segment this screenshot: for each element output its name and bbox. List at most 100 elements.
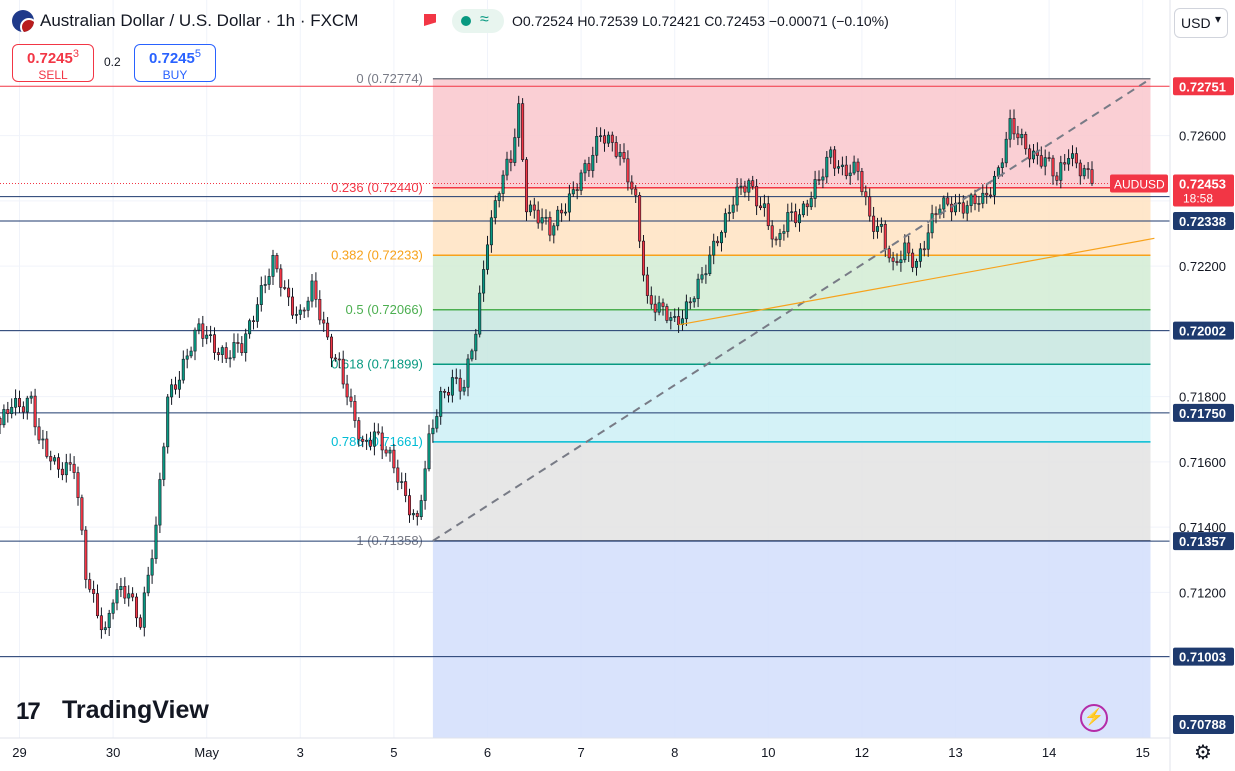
candle-body: [790, 211, 794, 213]
candle-body: [809, 198, 813, 208]
line-price-tag[interactable]: 0.72002: [1179, 324, 1226, 339]
candle-body: [361, 438, 365, 442]
fib-level-label: 1 (0.71358): [356, 533, 423, 548]
candle-body: [567, 193, 571, 213]
time-tick-label: 15: [1135, 745, 1149, 760]
current-price-tag-bg: [1173, 174, 1234, 207]
trend-line[interactable]: [678, 237, 1155, 326]
candle-body: [407, 495, 412, 516]
line-price-tag[interactable]: 0.71750: [1179, 406, 1226, 421]
candle-body: [232, 342, 236, 359]
candle-body: [872, 215, 876, 232]
line-price-tag-bg: [1173, 647, 1234, 666]
candle-body: [922, 248, 926, 251]
candle-body: [743, 185, 747, 193]
candle-body: [353, 401, 357, 421]
candle-body: [411, 513, 415, 516]
candle-body: [719, 232, 724, 244]
candle-body: [415, 513, 419, 518]
candle-body: [833, 149, 837, 169]
approx-icon: ≈: [480, 11, 489, 28]
market-closed-flag-icon[interactable]: [424, 14, 436, 26]
current-price-tag[interactable]: 0.72453: [1179, 177, 1226, 192]
candle-body: [372, 431, 376, 447]
candle-body: [45, 438, 49, 457]
trend-lines[interactable]: [432, 77, 1155, 542]
candle-body: [517, 103, 521, 138]
candle-body: [665, 306, 669, 321]
candle-body: [583, 163, 587, 174]
candle-body: [2, 409, 6, 426]
status-pill[interactable]: ≈: [452, 9, 504, 33]
time-tick-label: 14: [1042, 745, 1056, 760]
candle-body: [439, 391, 443, 417]
candle-body: [64, 462, 68, 476]
candle-body: [306, 300, 310, 311]
candle-body: [111, 602, 115, 614]
candle-body: [957, 202, 961, 205]
candle-body: [521, 103, 525, 160]
line-price-tag[interactable]: 0.71357: [1179, 534, 1226, 549]
time-tick-label: 30: [106, 745, 120, 760]
candle-body: [485, 244, 490, 270]
candle-body: [575, 189, 579, 191]
settings-icon[interactable]: ⚙: [1194, 742, 1212, 764]
candle-body: [544, 216, 548, 219]
candle-body: [556, 209, 560, 227]
line-price-tag[interactable]: 0.72338: [1179, 214, 1226, 229]
candle-body: [99, 615, 103, 631]
candle-body: [142, 592, 146, 628]
sell-button[interactable]: 0.72453 SELL: [12, 44, 94, 82]
currency-select[interactable]: USD ▾: [1174, 8, 1228, 38]
candle-body: [107, 612, 111, 628]
candle-body: [279, 268, 283, 288]
line-price-tag[interactable]: 0.72751: [1179, 79, 1226, 94]
time-axis[interactable]: 29 30 May 3 5 6 7 8 10 12 13 14 15: [12, 745, 1150, 760]
candle-body: [290, 296, 295, 316]
symbol-title[interactable]: Australian Dollar / U.S. Dollar · 1h · F…: [40, 11, 359, 30]
sell-label: SELL: [38, 68, 68, 82]
fib-zone: [432, 78, 1151, 188]
candle-body: [53, 457, 57, 462]
candle-body: [158, 479, 162, 526]
candle-body: [384, 449, 388, 454]
candle-body: [185, 355, 189, 360]
candle-body: [661, 302, 665, 307]
time-tick-label: May: [194, 745, 219, 760]
candle-body: [599, 135, 603, 138]
line-price-tag[interactable]: 0.71003: [1179, 650, 1226, 665]
candle-body: [552, 225, 556, 236]
candle-body: [1028, 148, 1032, 160]
tradingview-wordmark: TradingView: [62, 696, 209, 724]
bottom-price-tag[interactable]: 0.70788: [1179, 717, 1226, 732]
trend-line[interactable]: [432, 77, 1152, 542]
candle-body: [224, 347, 228, 359]
candle-body: [259, 285, 263, 305]
candle-body: [563, 211, 568, 214]
candle-body: [930, 213, 934, 234]
candle-body: [14, 398, 18, 408]
candle-body: [852, 161, 856, 174]
candle-body: [801, 203, 805, 216]
buy-price-pip: 5: [194, 48, 201, 60]
fib-retracement[interactable]: 0 (0.72774) 0.236 (0.72440) 0.382 (0.72233…: [331, 71, 1151, 762]
candle-body: [314, 280, 318, 300]
line-price-tag-bg: [1173, 403, 1234, 422]
candle-body: [879, 223, 883, 227]
symbol-tag[interactable]: AUDUSD: [1114, 178, 1165, 192]
bolt-icon[interactable]: ⚡: [1080, 704, 1108, 732]
candle-body: [322, 319, 326, 324]
candle-body: [914, 261, 919, 268]
buy-button[interactable]: 0.72455 BUY: [134, 44, 216, 82]
candle-body: [548, 216, 552, 236]
candle-body: [934, 213, 938, 216]
candle-body: [981, 192, 985, 204]
candle-body: [528, 204, 532, 213]
chart-header: Australian Dollar / U.S. Dollar · 1h · F…: [0, 0, 1170, 44]
horizontal-lines[interactable]: [0, 85, 1170, 658]
candle-body: [248, 320, 252, 335]
candle-body: [1031, 150, 1036, 160]
fib-level-label: 0.786 (0.71661): [331, 434, 423, 449]
